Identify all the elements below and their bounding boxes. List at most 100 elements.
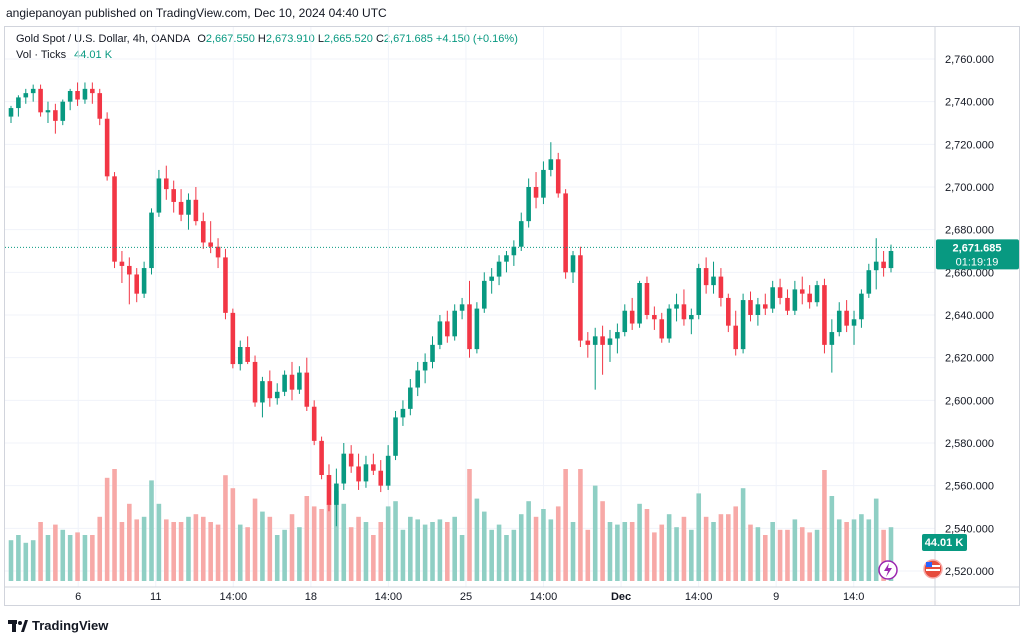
y-tick-label: 2,560.000 xyxy=(945,481,994,493)
y-tick-label: 2,740.000 xyxy=(945,97,994,109)
candle-body xyxy=(260,381,265,403)
candle-body xyxy=(30,88,36,94)
y-tick-label: 2,580.000 xyxy=(945,438,994,450)
candle-body xyxy=(326,475,332,505)
volume-bar xyxy=(230,488,236,581)
volume-bar xyxy=(186,516,191,581)
volume-bar xyxy=(666,514,672,581)
candle-body xyxy=(563,193,568,273)
volume-bar xyxy=(496,524,502,581)
volume-bar xyxy=(363,522,369,581)
candle-body xyxy=(518,221,524,247)
candle-body xyxy=(237,347,243,365)
last-price-label: 2,671.685 xyxy=(953,242,1002,254)
candle-body xyxy=(215,246,221,258)
candle-body xyxy=(245,347,250,362)
volume-bar xyxy=(75,532,80,581)
volume-bar xyxy=(430,522,435,581)
x-tick-label: 14:00 xyxy=(685,591,713,603)
tradingview-footer: TradingView xyxy=(8,618,108,633)
lightning-bolt-icon xyxy=(884,563,892,577)
volume-bar xyxy=(45,535,51,581)
volume-bar xyxy=(304,496,310,581)
candle-body xyxy=(888,251,894,269)
volume-bar xyxy=(851,519,857,581)
volume-bar xyxy=(578,469,583,581)
y-tick-label: 2,600.000 xyxy=(945,395,994,407)
volume-bar xyxy=(178,522,184,581)
candle-body xyxy=(844,310,849,326)
candle-body xyxy=(726,297,731,326)
x-tick-label: 18 xyxy=(305,591,317,603)
volume-bar xyxy=(836,519,842,581)
candle-body xyxy=(393,417,398,456)
volume-bar xyxy=(718,514,724,581)
x-tick-label: 14:00 xyxy=(220,591,248,603)
flag-canton-icon xyxy=(926,562,932,567)
candle-body xyxy=(282,374,287,392)
candle-body xyxy=(859,293,864,320)
candle-body xyxy=(585,340,591,345)
candle-body xyxy=(104,118,110,177)
candle-body xyxy=(555,159,561,194)
volume-bar xyxy=(696,493,702,581)
candle-body xyxy=(23,93,29,98)
candle-body xyxy=(60,101,66,121)
volume-bar xyxy=(408,516,413,581)
volume-bar xyxy=(82,535,88,581)
candle-body xyxy=(755,304,761,315)
candle-body xyxy=(666,308,672,339)
volume-bar xyxy=(223,475,228,581)
candle-body xyxy=(770,287,775,309)
candle-body xyxy=(526,187,531,222)
y-tick-label: 2,760.000 xyxy=(945,54,994,66)
volume-bar xyxy=(785,529,790,581)
candle-body xyxy=(452,310,457,337)
volume-bar xyxy=(97,516,103,581)
volume-bar xyxy=(681,516,687,581)
volume-bar xyxy=(422,524,428,581)
candle-body xyxy=(53,110,58,121)
volume-bar xyxy=(555,506,561,581)
volume-bar xyxy=(652,532,657,581)
candle-body xyxy=(67,91,73,102)
candle-body xyxy=(637,283,642,324)
y-tick-label: 2,680.000 xyxy=(945,225,994,237)
price-chart[interactable]: 2,760.000 2,740.000 2,720.000 2,700.000 2,68… xyxy=(5,27,1019,605)
volume-bar xyxy=(755,527,761,581)
volume-bar xyxy=(770,522,775,581)
volume-bar xyxy=(134,519,140,581)
candle-body xyxy=(200,221,206,243)
volume-bar xyxy=(200,516,206,581)
volume-bar xyxy=(16,535,21,581)
volume-bar xyxy=(733,506,738,581)
candle-body xyxy=(385,455,391,486)
candle-body xyxy=(127,265,132,275)
volume-bar xyxy=(415,519,421,581)
x-tick-label: 14:0 xyxy=(843,591,864,603)
volume-tag-label: 44.01 K xyxy=(925,537,964,549)
volume-bar xyxy=(67,535,73,581)
volume-bar xyxy=(563,469,568,581)
candle-body xyxy=(600,336,605,345)
candle-body xyxy=(8,108,14,117)
y-tick-label: 2,520.000 xyxy=(945,566,994,578)
close-value: 2,671.685 xyxy=(383,33,433,45)
candle-body xyxy=(622,310,628,333)
symbol-title: Gold Spot / U.S. Dollar, 4h, OANDA xyxy=(16,33,191,45)
volume-bar xyxy=(888,527,894,581)
volume-bar xyxy=(607,522,613,581)
volume-tag xyxy=(922,534,967,551)
volume-value: 44.01 K xyxy=(74,49,113,61)
candle-body xyxy=(356,466,361,482)
candle-body xyxy=(718,276,724,298)
volume-bar xyxy=(711,522,716,581)
volume-bar xyxy=(726,514,731,581)
volume-bar xyxy=(393,501,398,581)
volume-bar xyxy=(297,527,302,581)
volume-bar xyxy=(481,511,487,581)
volume-bar xyxy=(615,524,620,581)
candle-body xyxy=(541,169,546,198)
open-value: 2,667.550 xyxy=(205,33,255,45)
candle-body xyxy=(481,280,487,309)
